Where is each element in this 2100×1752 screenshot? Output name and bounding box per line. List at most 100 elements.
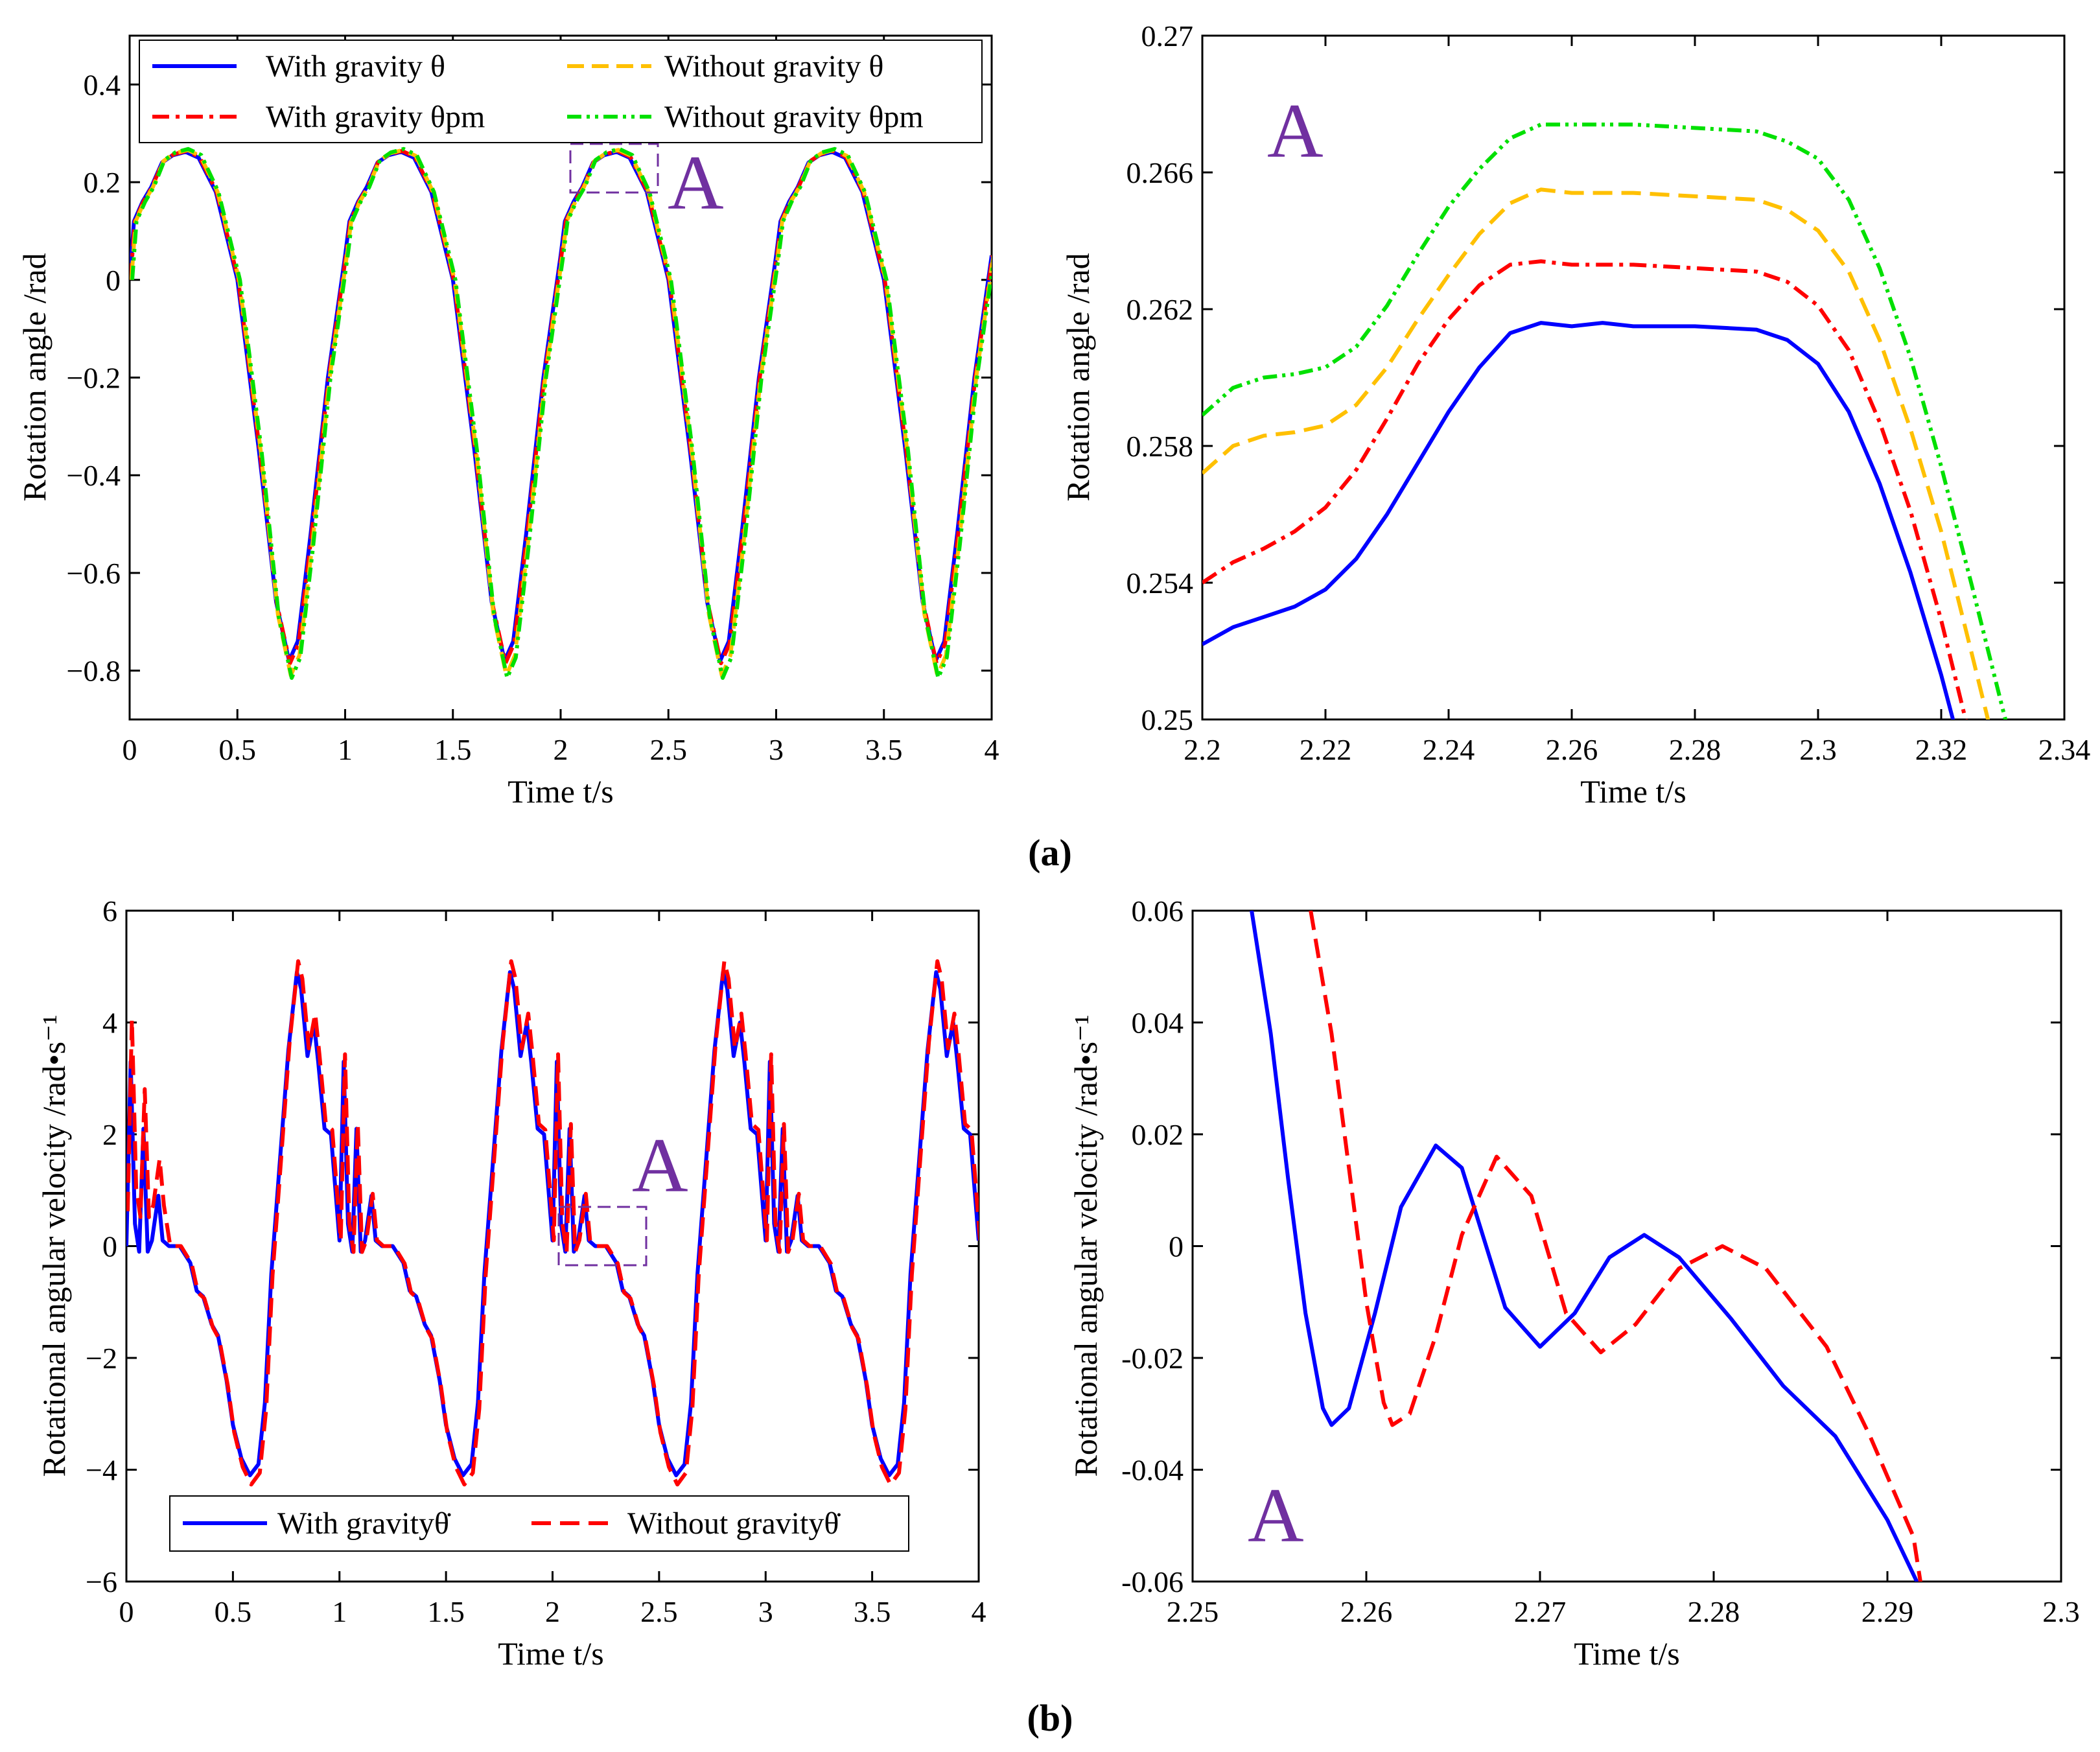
y-tick-label: −0.6 [67,557,121,590]
y-tick-label: −6 [86,1565,117,1598]
series-line-1 [126,959,979,1487]
legend: With gravity θ With gravity θpm Without … [139,40,983,143]
legend-label: Without gravity θ [664,49,883,84]
legend-label: With gravityθ̇ [277,1506,451,1541]
x-axis-label: Time t/s [508,773,614,810]
x-tick-label: 2.5 [640,1595,678,1628]
x-tick-label: 2.28 [1669,733,1721,766]
y-tick-label: 0.266 [1126,156,1194,189]
x-tick-label: 4 [985,733,999,766]
zoom-annotation-a: A [1267,88,1324,174]
x-tick-label: 0 [119,1595,134,1628]
series-line-0 [1250,911,1919,1582]
legend-box [139,40,983,143]
series-line-0 [130,150,992,663]
x-tick-label: 0 [122,733,137,766]
curves [126,959,979,1487]
x-tick-label: 3.5 [865,733,903,766]
curves [1202,123,2008,719]
x-tick-label: 1 [338,733,353,766]
x-tick-label: 2.29 [1861,1595,1914,1628]
tick-marks [1201,34,2066,721]
y-tick-label: −0.2 [67,362,121,395]
x-tick-label: 2.32 [1915,733,1968,766]
y-tick-label: −4 [86,1454,117,1487]
y-tick-label: 0 [102,1230,117,1263]
chart-rotation-angle-full: 0 0.5 1 1.5 2 2.5 3 3.5 4 0.4 0.2 0 −0.2 −0.4 −0.6 −0.… [16,34,999,810]
y-tick-label: -0.06 [1121,1565,1184,1598]
plot-frame [1201,34,2066,721]
zoom-annotation-a: A [1248,1472,1304,1558]
series-line-1 [130,148,992,666]
panel-label-a: (a) [1028,832,1072,874]
x-tick-label: 2.3 [2042,1595,2080,1628]
y-tick-labels: 0.4 0.2 0 −0.2 −0.4 −0.6 −0.8 [67,68,121,687]
y-tick-label: 0.02 [1132,1118,1184,1151]
x-tick-label: 3 [769,733,784,766]
y-tick-label: -0.04 [1121,1454,1184,1487]
x-axis-label: Time t/s [498,1635,604,1672]
y-axis-label: Rotation angle /rad [16,253,52,501]
legend: With gravityθ̇ Without gravityθ̇ [169,1495,909,1552]
y-tick-label: −0.8 [67,655,121,688]
y-tick-label: 0 [1169,1230,1184,1263]
x-tick-label: 2.26 [1340,1595,1393,1628]
x-tick-label: 2 [554,733,568,766]
y-tick-label: 0.25 [1141,703,1194,736]
x-tick-label: 2 [545,1595,560,1628]
y-tick-label: 0.258 [1126,430,1194,463]
x-tick-labels: 0 0.5 1 1.5 2 2.5 3 3.5 4 [122,733,999,766]
x-tick-label: 2.24 [1423,733,1475,766]
x-tick-label: 3.5 [854,1595,891,1628]
x-tick-label: 3 [758,1595,773,1628]
x-tick-label: 2.25 [1167,1595,1219,1628]
zoom-label-a: A [668,139,724,226]
x-tick-label: 0.5 [215,1595,252,1628]
legend-label: With gravity θpm [266,100,485,134]
legend-label: Without gravity θpm [664,100,924,134]
y-tick-label: −0.4 [67,459,121,492]
chart-angular-velocity-zoom: 2.25 2.26 2.27 2.28 2.29 2.3 0.06 0.04 0.02 0 -0.… [1068,894,2080,1672]
curves [1250,911,1922,1582]
series-line-2 [1202,187,1990,719]
series-line-3 [130,146,992,680]
x-tick-label: 1.5 [427,1595,465,1628]
legend-label: With gravity θ [266,49,445,84]
zoom-box [557,1206,648,1267]
x-tick-label: 1.5 [434,733,472,766]
y-tick-label: −2 [86,1342,117,1375]
y-tick-label: 0 [106,264,121,297]
tick-marks [1191,909,2062,1583]
zoom-label-a: A [632,1122,688,1208]
x-axis-label: Time t/s [1574,1635,1680,1672]
y-axis-label: Rotational angular velocity /rad•s⁻¹ [36,1015,72,1477]
y-tick-labels: 6 4 2 0 −2 −4 −6 [86,894,117,1598]
x-tick-label: 2.5 [650,733,688,766]
y-tick-label: 6 [102,894,117,928]
y-tick-label: 0.2 [84,166,121,199]
tick-marks [125,909,980,1583]
panel-label-b: (b) [1027,1697,1073,1739]
y-tick-labels: 0.27 0.266 0.262 0.258 0.254 0.25 [1126,19,1194,736]
zoom-box [569,143,659,194]
y-tick-label: 2 [102,1118,117,1151]
x-tick-label: 2.27 [1514,1595,1567,1628]
chart-rotation-angle-zoom: 2.2 2.22 2.24 2.26 2.28 2.3 2.32 2.34 0.27 0.266… [1060,19,2090,810]
x-tick-label: 1 [332,1595,347,1628]
y-tick-label: -0.02 [1121,1342,1184,1375]
y-tick-label: 0.254 [1126,566,1194,600]
y-tick-label: 0.262 [1126,293,1194,326]
x-tick-label: 2.3 [1799,733,1837,766]
y-tick-label: 0.4 [84,68,121,101]
x-tick-label: 2.28 [1688,1595,1740,1628]
x-tick-label: 2.34 [2038,733,2091,766]
series-line-1 [1202,259,1968,719]
x-tick-labels: 2.2 2.22 2.24 2.26 2.28 2.3 2.32 2.34 [1184,733,2090,766]
x-tick-labels: 0 0.5 1 1.5 2 2.5 3 3.5 4 [119,1595,986,1628]
x-tick-label: 2.2 [1184,733,1221,766]
y-tick-label: 0.04 [1132,1007,1184,1040]
x-tick-labels: 2.25 2.26 2.27 2.28 2.29 2.3 [1167,1595,2080,1628]
x-tick-label: 4 [972,1595,986,1628]
